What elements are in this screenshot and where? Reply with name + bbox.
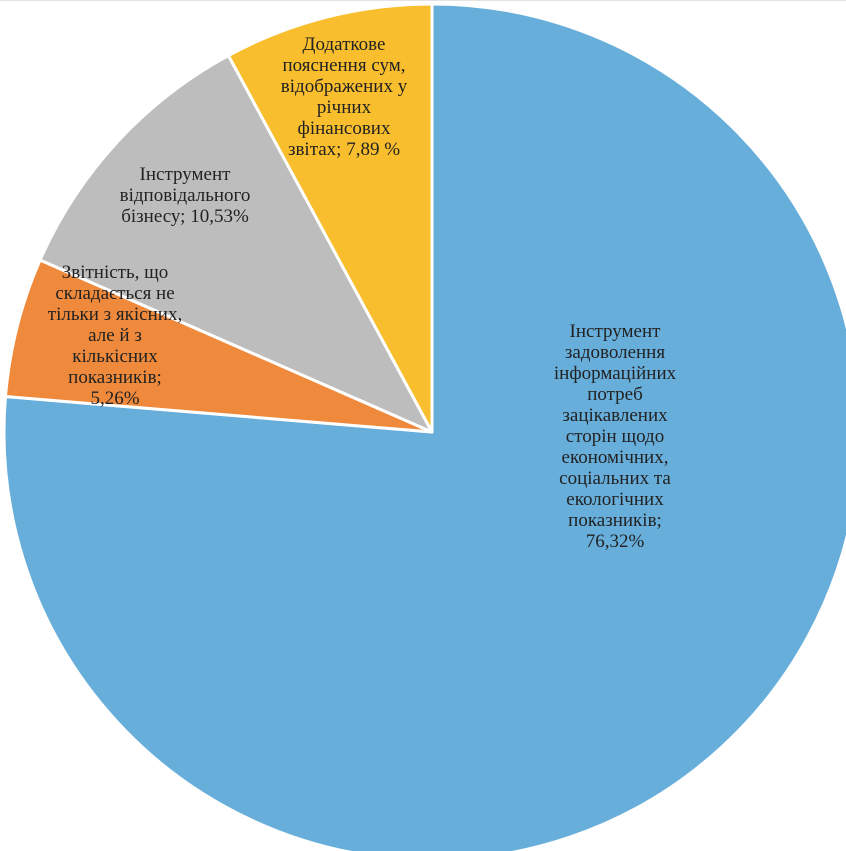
top-border-line [0, 0, 846, 1]
slice-responsible-business [38, 54, 434, 434]
slice-label-additional-explanation: Додаткове пояснення сум, відображених у … [280, 34, 408, 160]
slice-label-responsible-business: Інструмент відповідального бізнесу; 10,5… [119, 164, 251, 227]
slice-additional-explanation [226, 2, 434, 434]
slice-label-reporting-quantitative: Звітність, що складається не тільки з як… [47, 262, 183, 409]
slice-label-information-needs: Інструмент задоволення інформаційних пот… [553, 321, 677, 552]
slice-reporting-quantitative [3, 258, 434, 434]
